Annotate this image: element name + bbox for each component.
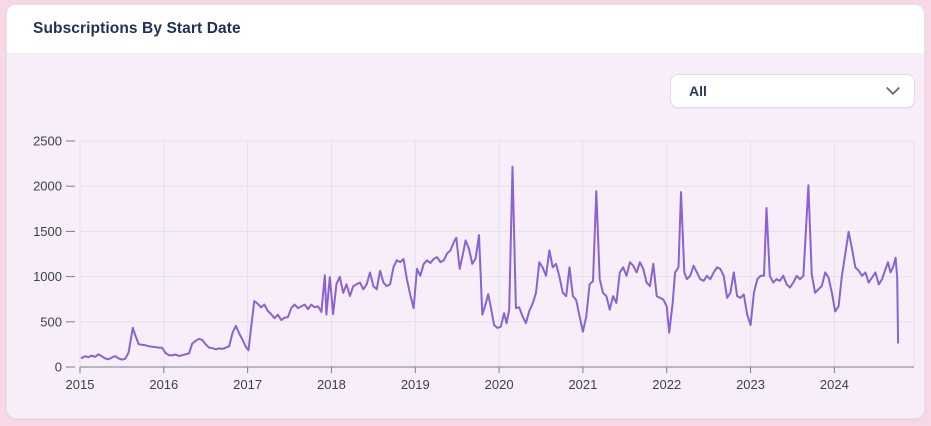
x-axis-label: 2019 — [401, 377, 430, 392]
x-axis-label: 2017 — [233, 377, 262, 392]
x-axis-label: 2023 — [736, 377, 765, 392]
y-axis-label: 0 — [55, 360, 62, 375]
card-header: Subscriptions By Start Date — [7, 5, 924, 54]
subscriptions-line-chart: 0 500 1000 1500 2000 2500 2015 2016 2017 2018 2019… — [33, 134, 915, 392]
series-line — [80, 165, 900, 361]
x-axis-label: 2016 — [149, 377, 178, 392]
x-axis-label: 2022 — [652, 377, 681, 392]
x-axis-label: 2018 — [317, 377, 346, 392]
y-axis-label: 1000 — [33, 269, 62, 284]
y-axis-label: 1500 — [33, 224, 62, 239]
x-axis-label: 2020 — [485, 377, 514, 392]
subscriptions-card: Subscriptions By Start Date 0 500 1000 1500… — [6, 4, 925, 419]
chevron-down-icon — [885, 81, 901, 96]
filter-select[interactable]: All — [670, 74, 915, 108]
x-axis-label: 2024 — [820, 377, 849, 392]
card-title: Subscriptions By Start Date — [33, 20, 241, 37]
x-axis-label: 2021 — [568, 377, 597, 392]
filter-select-value: All — [689, 83, 707, 99]
y-axis-label: 2500 — [33, 134, 62, 149]
y-axis-label: 2000 — [33, 179, 62, 194]
x-axis-label: 2015 — [66, 377, 95, 392]
y-axis-label: 500 — [40, 314, 62, 329]
